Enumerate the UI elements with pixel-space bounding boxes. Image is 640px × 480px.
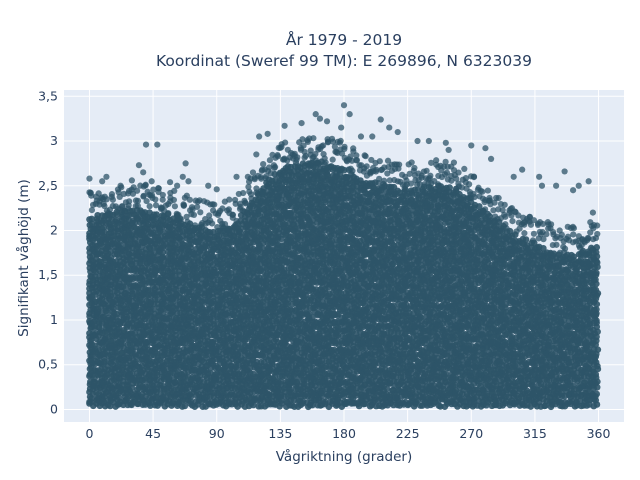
data-point xyxy=(146,203,153,210)
data-point xyxy=(211,201,218,208)
data-point xyxy=(350,145,357,152)
data-point xyxy=(103,196,110,203)
data-point xyxy=(318,143,325,150)
data-point xyxy=(341,145,348,153)
data-point xyxy=(134,197,142,204)
chart-title-line-2: Koordinat (Sweref 99 TM): E 269896, N 63… xyxy=(156,52,532,70)
data-point xyxy=(271,163,279,171)
data-point xyxy=(240,189,247,197)
data-point xyxy=(109,337,117,345)
data-point xyxy=(221,220,229,228)
data-point xyxy=(294,154,301,161)
data-point xyxy=(138,296,145,304)
data-point xyxy=(171,203,179,210)
chart-title-line-1: År 1979 - 2019 xyxy=(286,30,402,49)
data-points xyxy=(86,102,602,411)
data-point xyxy=(353,152,360,159)
data-point xyxy=(153,211,160,218)
data-point xyxy=(128,186,135,193)
data-point xyxy=(362,153,369,160)
data-point xyxy=(115,394,123,402)
data-point xyxy=(186,196,193,203)
data-point xyxy=(159,196,166,203)
data-point xyxy=(104,309,111,317)
data-point xyxy=(125,202,132,209)
data-point xyxy=(363,163,370,170)
data-point xyxy=(259,166,266,173)
data-point xyxy=(134,202,141,209)
data-point xyxy=(100,200,107,207)
data-point xyxy=(349,167,356,175)
data-point xyxy=(274,153,282,160)
data-point xyxy=(91,342,98,349)
data-point xyxy=(287,386,294,393)
data-point xyxy=(180,201,187,208)
data-point xyxy=(88,192,95,199)
data-point xyxy=(190,211,198,219)
data-point xyxy=(88,215,96,223)
data-point xyxy=(284,157,291,164)
data-point xyxy=(100,224,108,231)
data-point xyxy=(170,196,177,204)
data-point xyxy=(106,221,114,229)
data-point xyxy=(184,218,191,225)
data-point xyxy=(152,196,159,203)
data-point xyxy=(113,216,120,224)
data-point xyxy=(109,196,117,203)
data-point xyxy=(229,211,237,219)
data-point xyxy=(165,209,172,217)
data-point xyxy=(119,203,126,210)
data-point xyxy=(266,157,273,164)
data-point xyxy=(245,183,252,190)
data-point xyxy=(310,135,317,142)
data-point xyxy=(193,203,201,211)
data-point xyxy=(175,211,182,218)
data-point xyxy=(226,196,233,203)
data-point xyxy=(142,182,149,189)
data-point xyxy=(122,285,130,293)
data-point xyxy=(329,156,336,163)
data-point xyxy=(208,220,216,227)
data-point xyxy=(337,137,344,144)
data-point xyxy=(260,160,267,168)
data-point xyxy=(134,187,141,194)
data-point xyxy=(109,202,116,210)
data-point xyxy=(88,206,96,214)
data-point xyxy=(197,209,204,216)
data-point xyxy=(231,196,239,204)
data-point xyxy=(282,139,289,146)
data-point xyxy=(225,206,232,213)
